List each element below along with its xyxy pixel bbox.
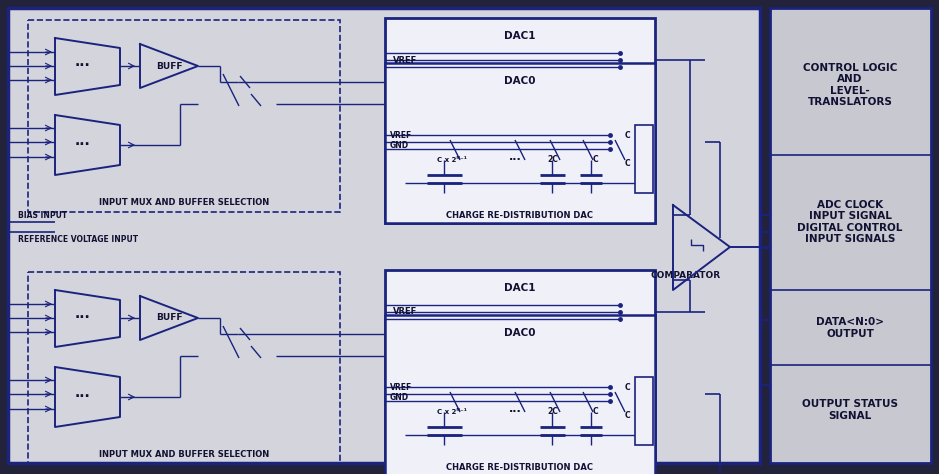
Text: GND: GND — [390, 140, 409, 149]
Text: C: C — [624, 383, 630, 392]
Text: GND: GND — [390, 392, 409, 401]
Text: CHARGE RE-DISTRIBUTION DAC: CHARGE RE-DISTRIBUTION DAC — [447, 210, 593, 219]
Text: INPUT MUX AND BUFFER SELECTION: INPUT MUX AND BUFFER SELECTION — [99, 198, 269, 207]
Bar — [8, 8, 760, 463]
Text: VREF: VREF — [393, 308, 417, 317]
Text: C: C — [624, 158, 630, 167]
Text: 2C: 2C — [547, 155, 559, 164]
Text: ···: ··· — [74, 138, 90, 152]
Text: BUFF: BUFF — [156, 62, 182, 71]
Bar — [385, 63, 655, 223]
Text: CHARGE RE-DISTRIBUTION DAC: CHARGE RE-DISTRIBUTION DAC — [447, 463, 593, 472]
Text: OUTPUT STATUS
SIGNAL: OUTPUT STATUS SIGNAL — [802, 399, 898, 421]
Bar — [28, 20, 340, 212]
Text: DAC0: DAC0 — [504, 76, 536, 86]
Text: INPUT MUX AND BUFFER SELECTION: INPUT MUX AND BUFFER SELECTION — [99, 450, 269, 459]
Bar — [28, 272, 340, 464]
Bar — [385, 18, 655, 223]
Text: ADC CLOCK
INPUT SIGNAL
DIGITAL CONTROL
INPUT SIGNALS: ADC CLOCK INPUT SIGNAL DIGITAL CONTROL I… — [797, 200, 902, 245]
Text: ···: ··· — [74, 390, 90, 404]
Text: COMPARATOR: COMPARATOR — [651, 271, 721, 280]
Bar — [770, 8, 931, 463]
Text: DATA<N:0>
OUTPUT: DATA<N:0> OUTPUT — [816, 317, 884, 339]
Text: BIAS INPUT: BIAS INPUT — [18, 210, 68, 219]
Text: BUFF: BUFF — [156, 313, 182, 322]
Text: ···: ··· — [509, 155, 521, 165]
Text: DAC1: DAC1 — [504, 283, 536, 293]
Text: DAC0: DAC0 — [504, 328, 536, 338]
Bar — [385, 270, 655, 474]
Text: 2C: 2C — [547, 408, 559, 417]
Bar — [635, 125, 653, 193]
Bar — [385, 315, 655, 474]
Text: VREF: VREF — [393, 55, 417, 64]
Text: C x 2ᴺ⁻¹: C x 2ᴺ⁻¹ — [437, 409, 467, 415]
Text: ···: ··· — [74, 59, 90, 73]
Text: C: C — [593, 155, 598, 164]
Text: VREF: VREF — [390, 130, 412, 139]
Bar — [635, 377, 653, 445]
Text: REFERENCE VOLTAGE INPUT: REFERENCE VOLTAGE INPUT — [18, 235, 138, 244]
Text: ···: ··· — [74, 311, 90, 325]
Text: C x 2ᴺ⁻¹: C x 2ᴺ⁻¹ — [437, 157, 467, 163]
Text: CONTROL LOGIC
AND
LEVEL-
TRANSLATORS: CONTROL LOGIC AND LEVEL- TRANSLATORS — [803, 63, 897, 108]
Text: ···: ··· — [509, 407, 521, 417]
Text: C: C — [624, 410, 630, 419]
Text: DAC1: DAC1 — [504, 31, 536, 41]
Text: C: C — [624, 130, 630, 139]
Text: VREF: VREF — [390, 383, 412, 392]
Text: C: C — [593, 408, 598, 417]
